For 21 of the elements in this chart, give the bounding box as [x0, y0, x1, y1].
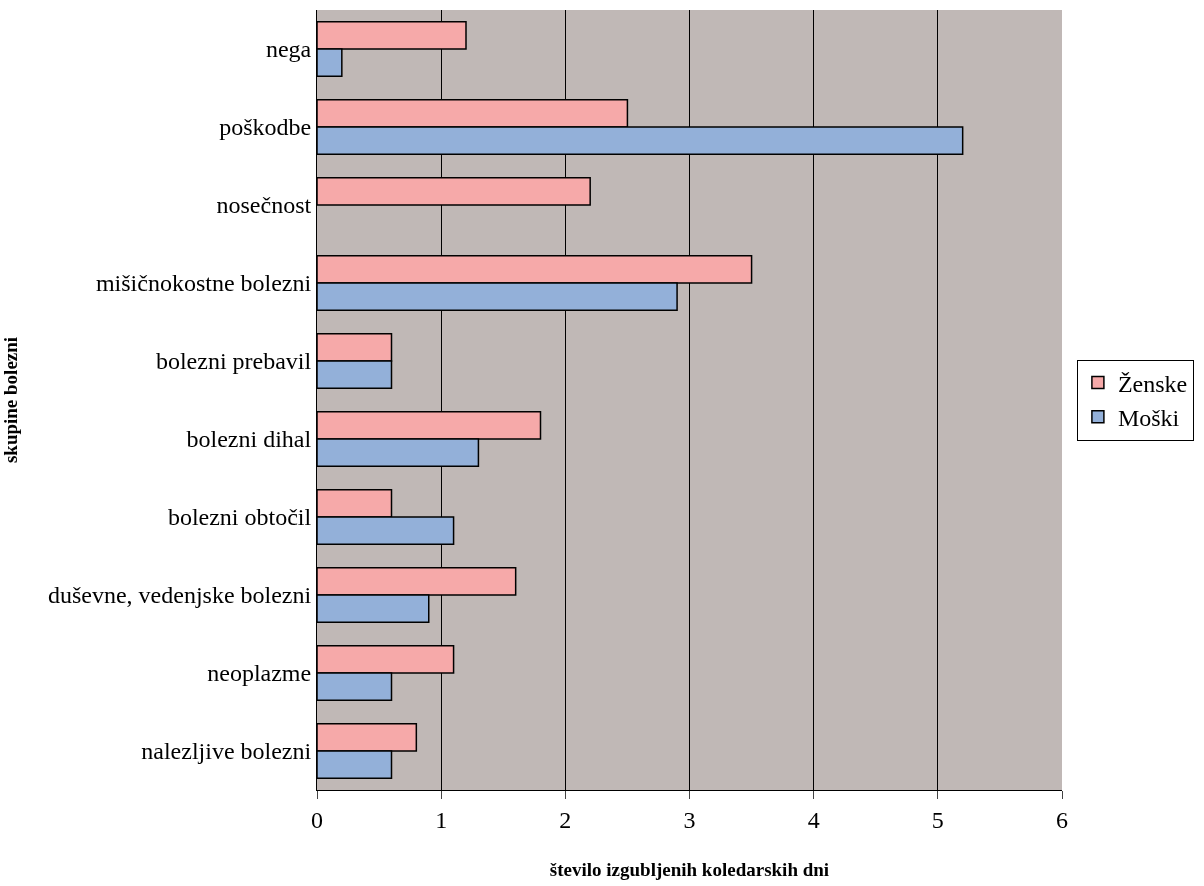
y-tick-label: nosečnost: [216, 192, 312, 219]
x-tick-label: 2: [559, 806, 572, 833]
y-tick-label: nega: [265, 36, 312, 63]
y-tick-label: poškodbe: [219, 114, 312, 141]
x-tick-label: 1: [435, 806, 448, 833]
y-tick-label: bolezni obtočil: [167, 504, 312, 531]
x-axis-title: število izgubljenih koledarskih dni: [549, 858, 830, 880]
x-tick-label: 5: [931, 806, 944, 833]
legend-label: Ženske: [1117, 370, 1188, 397]
x-tick-label: 4: [807, 806, 820, 833]
y-tick-label: bolezni dihal: [186, 426, 312, 453]
y-tick-label: mišičnokostne bolezni: [95, 270, 312, 297]
x-tick-label: 0: [311, 806, 323, 833]
y-tick-label: nalezljive bolezni: [141, 738, 312, 765]
y-tick-label: duševne, vedenjske bolezni: [47, 582, 312, 609]
legend-label: Moški: [1117, 405, 1180, 432]
x-tick-label: 3: [683, 806, 696, 833]
y-tick-label: bolezni prebavil: [155, 348, 312, 375]
x-tick-label: 6: [1056, 806, 1068, 833]
y-axis-title: skupine bolezni: [0, 336, 21, 464]
y-tick-label: neoplazme: [207, 660, 312, 687]
